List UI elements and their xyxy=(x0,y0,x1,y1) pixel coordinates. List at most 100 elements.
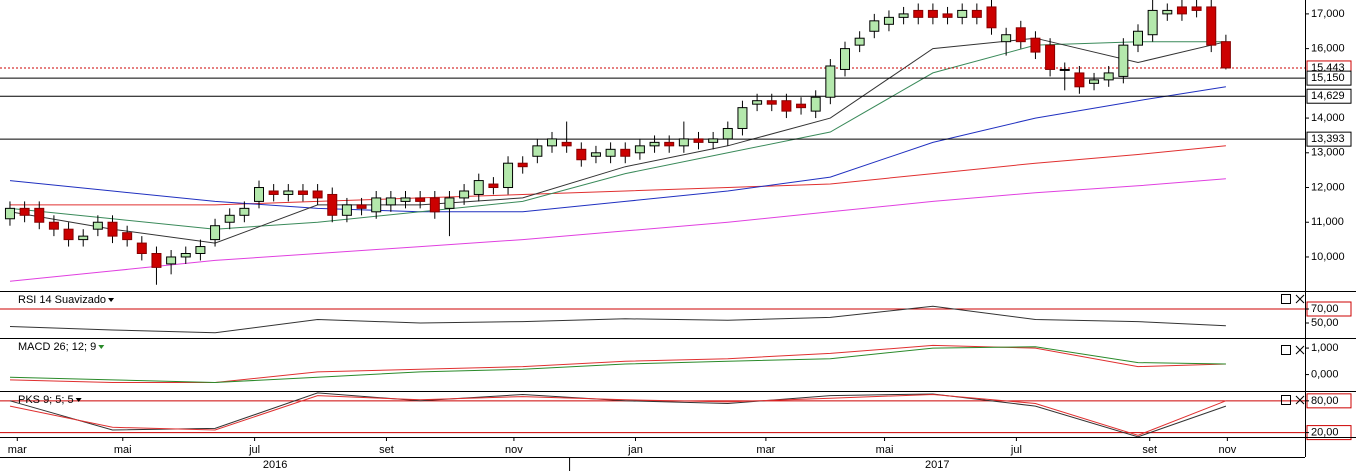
x-tick-label: mai xyxy=(114,444,132,456)
candle-body xyxy=(576,148,587,161)
indicator-line xyxy=(10,145,1226,206)
candle-body xyxy=(1001,34,1012,43)
candle-body xyxy=(1089,79,1100,84)
candle-body xyxy=(869,20,880,32)
x-tick-label: mar xyxy=(8,444,27,456)
close-icon[interactable] xyxy=(1295,345,1305,355)
level-label-box xyxy=(1306,131,1352,147)
candle-body xyxy=(854,37,865,46)
candle-body xyxy=(4,207,15,220)
candle-body xyxy=(1206,6,1217,46)
x-tick-label: nov xyxy=(505,444,523,456)
candle-body xyxy=(1015,27,1026,43)
candle-body xyxy=(1074,72,1085,88)
candle-body xyxy=(971,9,982,18)
candle-body xyxy=(1191,6,1202,11)
x-tick-label: nov xyxy=(1218,444,1236,456)
y-tick-label: 50,00 xyxy=(1311,317,1339,329)
candle-body xyxy=(297,190,308,195)
candle-body xyxy=(107,221,118,237)
candle-body xyxy=(561,141,572,147)
indicator-line xyxy=(9,346,1226,384)
y-tick-label: 0,000 xyxy=(1311,368,1339,380)
candle-body xyxy=(693,138,704,143)
candle-body xyxy=(605,148,616,157)
candle-body xyxy=(942,13,953,18)
candle-body xyxy=(415,197,426,202)
candle-body xyxy=(459,190,470,199)
candle-body xyxy=(122,232,133,241)
candle-body xyxy=(151,252,162,268)
candle-body xyxy=(400,197,411,202)
y-tick-label: 14,000 xyxy=(1311,112,1345,124)
candle-body xyxy=(78,235,89,241)
x-tick-label: jul xyxy=(248,444,260,456)
level-label: 15,150 xyxy=(1311,72,1345,84)
x-tick-label: jul xyxy=(1010,444,1022,456)
candle-body xyxy=(136,242,147,254)
candle-body xyxy=(283,190,294,195)
candle-body xyxy=(752,100,763,105)
candle-body xyxy=(649,141,660,147)
candle-body xyxy=(312,190,323,199)
candle-body xyxy=(503,162,514,189)
candle-body xyxy=(63,228,74,241)
y-tick-label: 12,000 xyxy=(1311,181,1345,193)
y-tick-label: 13,000 xyxy=(1311,147,1345,159)
candle-body xyxy=(986,6,997,29)
candle-body xyxy=(166,256,177,265)
level-label: 13,393 xyxy=(1311,133,1345,145)
y-tick-label: 10,000 xyxy=(1311,251,1345,263)
candle-body xyxy=(766,100,777,105)
level-label-box xyxy=(1306,88,1352,104)
y-tick-label: 16,000 xyxy=(1311,43,1345,55)
candle-body xyxy=(781,100,792,112)
indicator-line xyxy=(9,305,1226,334)
candle-body xyxy=(1147,9,1158,36)
candle-body xyxy=(488,183,499,189)
candle-body xyxy=(371,197,382,213)
candle-body xyxy=(356,204,367,209)
candle-body xyxy=(825,65,836,98)
candle-body xyxy=(634,145,645,154)
candle-body xyxy=(444,197,455,209)
candle-body xyxy=(429,197,440,213)
candle-body xyxy=(678,138,689,147)
candle-body xyxy=(1059,68,1070,71)
candle-body xyxy=(1162,9,1173,15)
panel-menu-arrow xyxy=(108,298,115,302)
indicator-line xyxy=(9,86,1226,213)
indicator-line xyxy=(9,178,1226,282)
candle-body xyxy=(796,103,807,109)
maximize-icon[interactable] xyxy=(1281,395,1291,405)
candle-body xyxy=(913,9,924,18)
indicator-line xyxy=(9,393,1227,436)
candle-body xyxy=(195,246,206,254)
candle-body xyxy=(1045,44,1056,70)
candle-body xyxy=(590,152,601,157)
candle-body xyxy=(898,13,909,18)
candle-body xyxy=(327,193,338,216)
y-tick-label: 1,000 xyxy=(1311,342,1339,354)
maximize-icon[interactable] xyxy=(1281,294,1291,304)
candle-body xyxy=(1220,41,1231,69)
candle-body xyxy=(1118,44,1129,77)
candle-body xyxy=(708,138,719,143)
candle-body xyxy=(385,197,396,206)
close-icon[interactable] xyxy=(1295,294,1305,304)
candle-body xyxy=(883,16,894,25)
candle-body xyxy=(19,207,30,216)
maximize-icon[interactable] xyxy=(1281,345,1291,355)
panel-menu-arrow xyxy=(98,345,105,349)
panel-title: PKS 9; 5; 5 xyxy=(18,394,74,406)
close-icon[interactable] xyxy=(1295,395,1305,405)
candle-body xyxy=(224,214,235,223)
candle-body xyxy=(1103,72,1114,81)
x-tick-label: set xyxy=(379,444,394,456)
candle-body xyxy=(473,180,484,195)
candle-body xyxy=(664,141,675,147)
level-label: 14,629 xyxy=(1311,90,1345,102)
y-tick-label: 11,000 xyxy=(1311,216,1344,228)
candle-body xyxy=(210,225,221,241)
